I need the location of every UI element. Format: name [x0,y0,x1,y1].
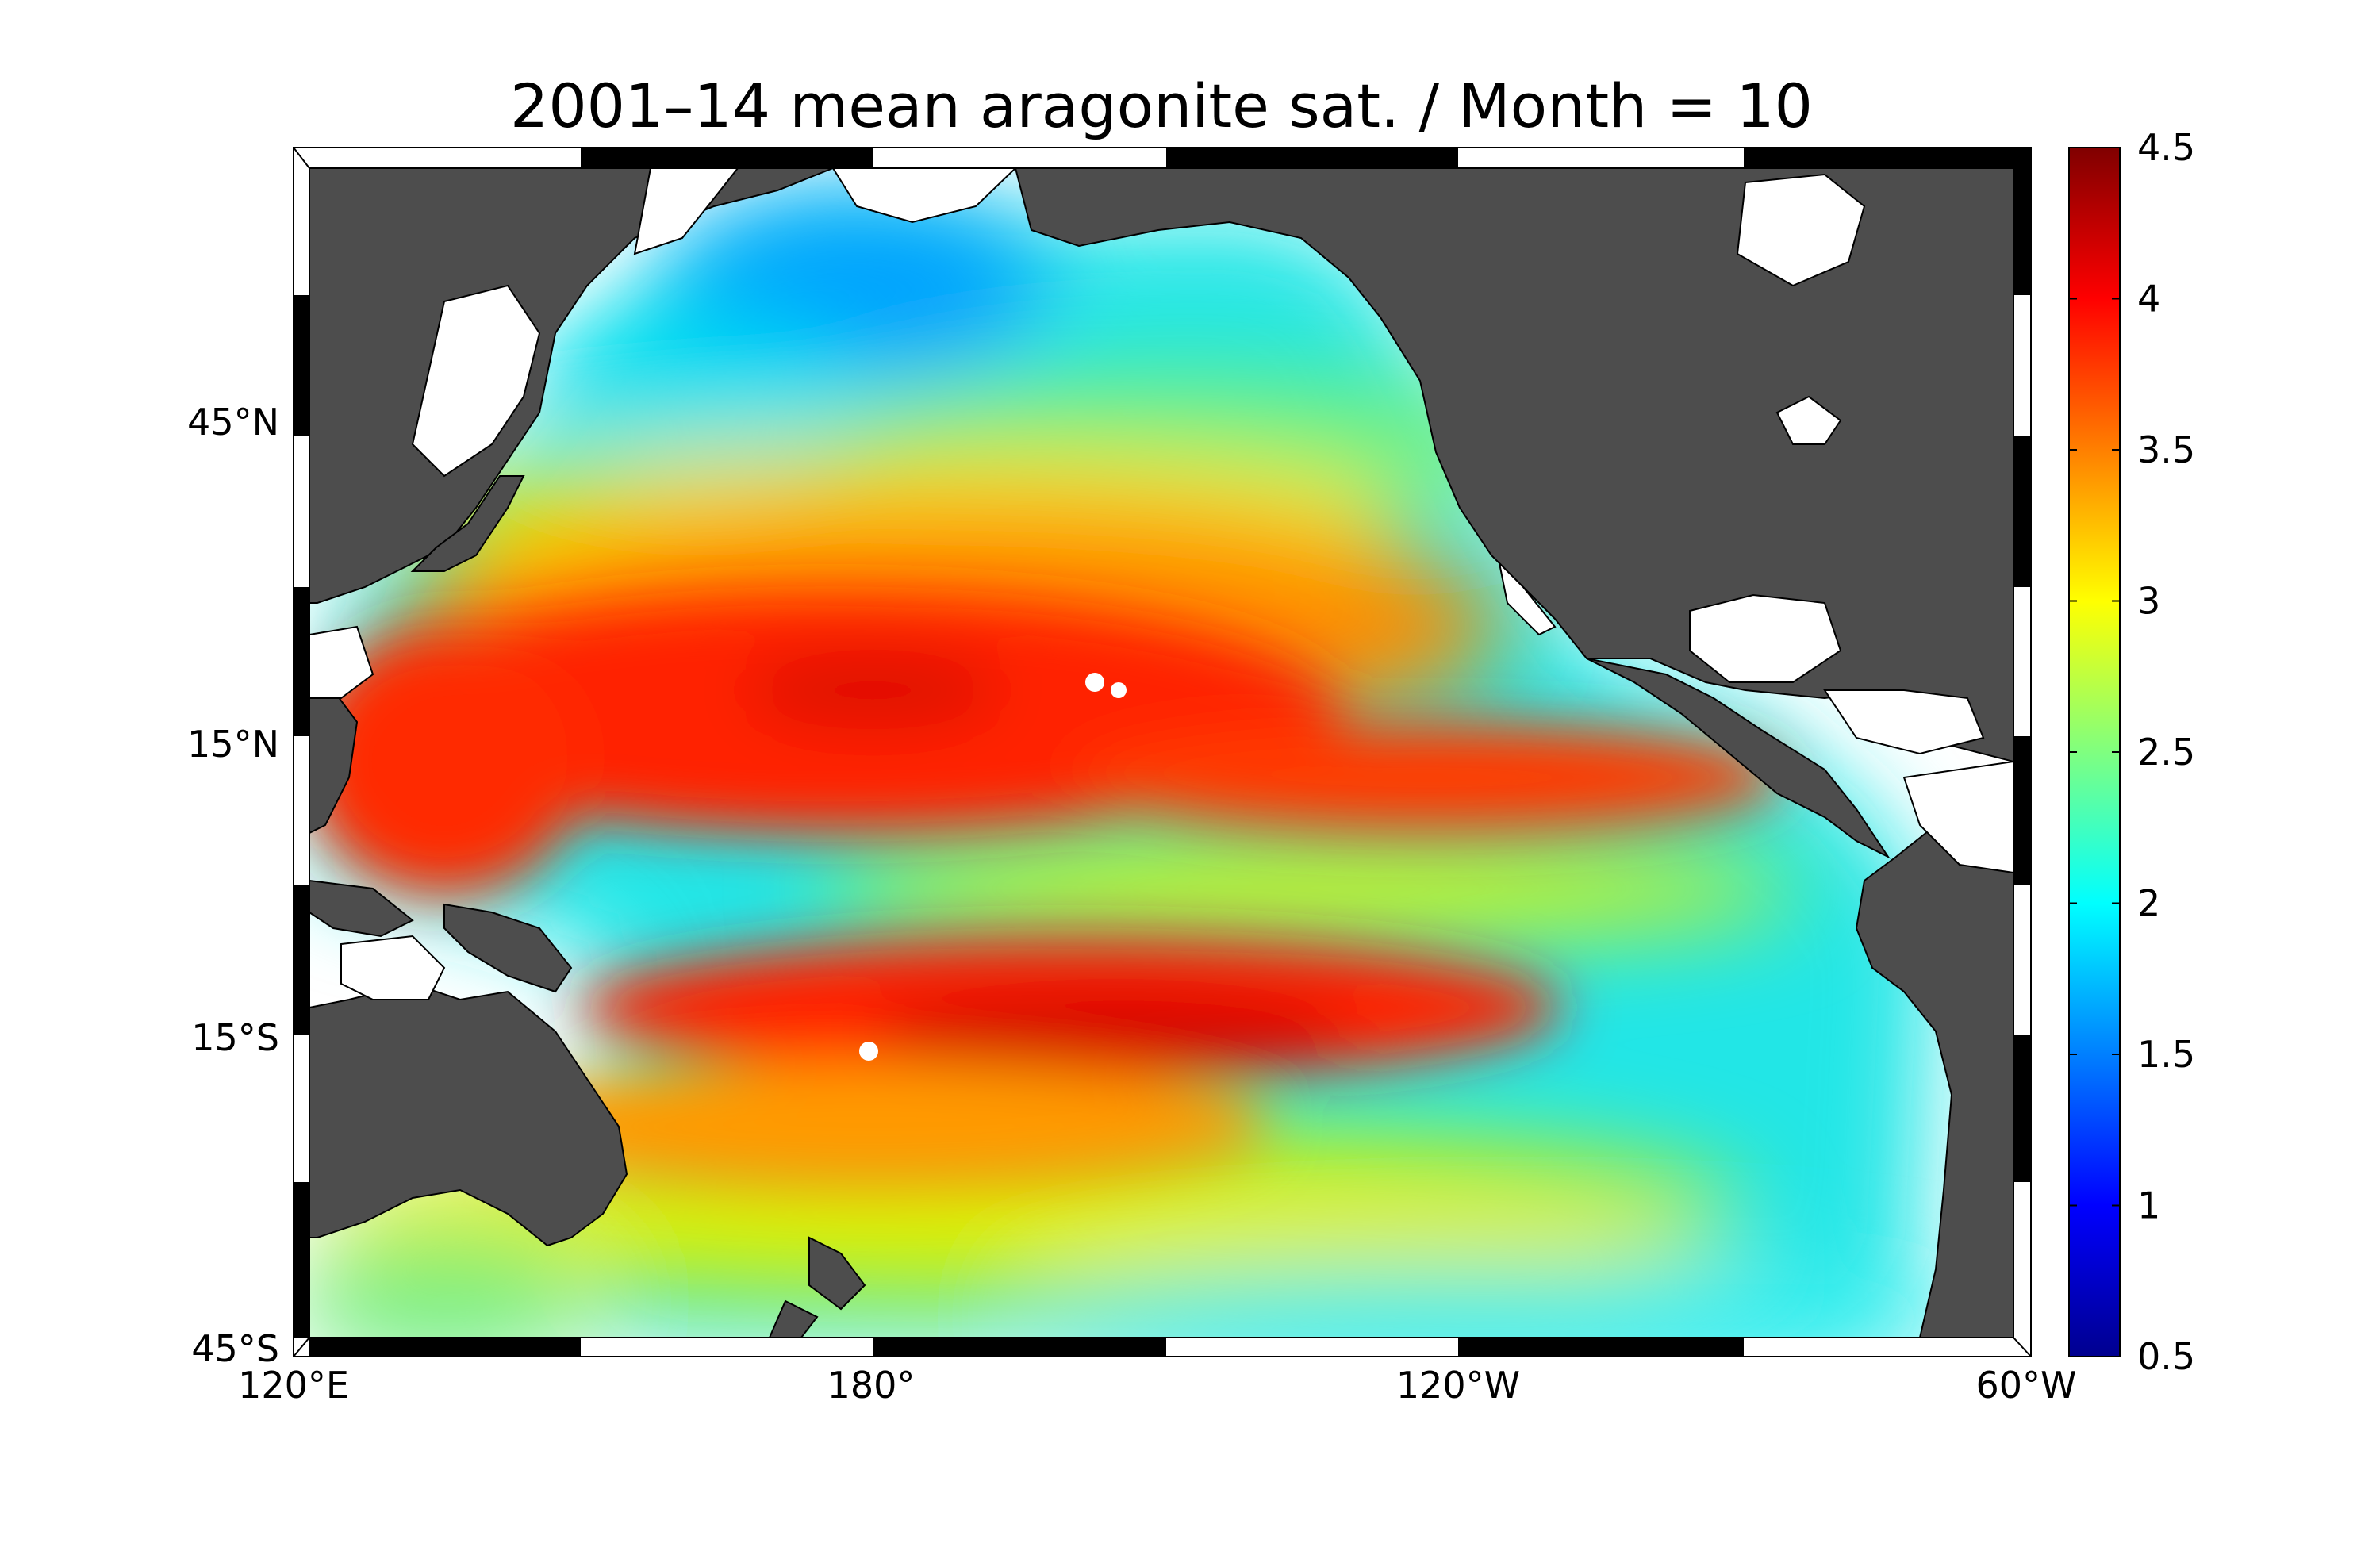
colorbar-tick-label: 3.5 [2137,428,2195,471]
great-lakes-white [1775,395,1842,445]
asia-land [309,168,834,604]
map-area [309,168,2013,1338]
hudson-white [1736,173,1866,287]
x-axis-labels: 120°E 180° 120°W 60°W [238,1364,2076,1407]
x-tick-label: 60°W [1975,1364,2076,1407]
saturation-field [309,198,1983,1338]
gulf-of-mexico-white [1689,593,1842,683]
colorbar-tick-label: 3 [2137,580,2160,623]
amazon-region-white [1902,760,2013,874]
colorbar-tick-label: 0.5 [2137,1335,2195,1378]
colorbar-gradient [2068,147,2121,1357]
japan-sea-white [411,284,541,478]
south-china-white [309,625,374,699]
colorbar-tick-label: 1.5 [2137,1033,2195,1076]
south-america-land [1855,760,2013,1338]
dark-red-north [746,651,1000,730]
y-tick-label: 45°S [191,1327,279,1370]
x-tick-label: 180° [827,1364,916,1407]
south-orange [476,1063,1269,1190]
west-red [309,627,587,896]
sw-green [309,1238,603,1338]
gulf-of-california-white [1498,560,1557,636]
y-tick-label: 15°N [187,723,279,766]
central-america-land [1586,658,1891,859]
east-red-tongue [1071,722,1785,833]
hawaii-island [1111,682,1127,698]
colorbar-tick-label: 1 [2137,1184,2160,1227]
nw-cyan [539,317,857,444]
new-guinea-land [443,903,573,993]
colorbar-tick-label: 2 [2137,882,2160,925]
islands [859,673,1127,1061]
colorbar-tick-label: 4 [2137,278,2160,321]
y-tick-label: 15°S [191,1016,279,1059]
new-zealand-south-land [768,1299,819,1338]
hawaii-island [1085,673,1104,692]
southern-cyan [1031,1269,1983,1338]
equatorial-yellow [817,841,1801,936]
dark-red-south [873,992,1349,1071]
colorbar-ticks: 4.5 4 3.5 3 2.5 2 1.5 1 0.5 [2069,126,2195,1378]
new-zealand-land [808,1236,866,1311]
timor-white [340,935,446,1000]
y-axis-labels: 45°N 15°N 15°S 45°S [187,401,279,1370]
map-frame [293,147,2032,1357]
y-tick-label: 45°N [187,401,279,443]
map-title: 2001–14 mean aragonite sat. / Month = 10 [510,71,1813,141]
x-tick-label: 120°E [238,1364,349,1407]
okhotsk-white [633,168,739,255]
japan-land [410,475,525,572]
colorbar: 4.5 4 3.5 3 2.5 2 1.5 1 0.5 [2068,126,2195,1378]
fiji-island [859,1042,878,1061]
white-land-features [309,168,2013,1000]
bering-white [831,168,1017,224]
colorbar-tick-label: 2.5 [2137,731,2195,774]
caribbean-white [1823,689,1985,755]
colorbar-tick-label: 4.5 [2137,126,2195,169]
australia-land [309,982,628,1247]
x-tick-label: 120°W [1396,1364,1520,1407]
indonesia-land [309,879,414,938]
